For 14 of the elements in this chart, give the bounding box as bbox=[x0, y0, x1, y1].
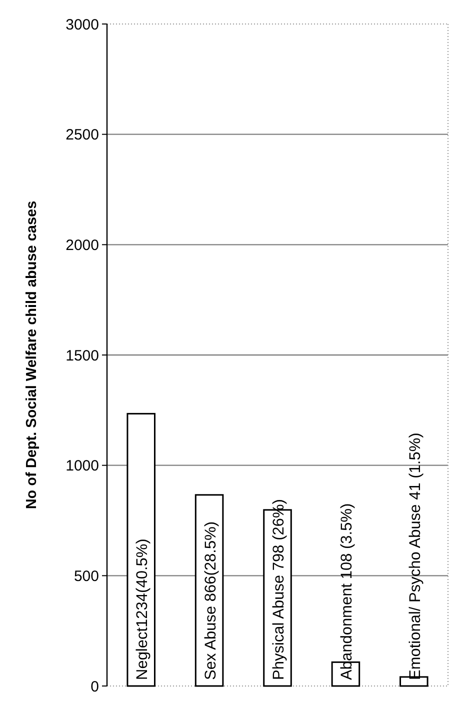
y-tick-label: 1500 bbox=[66, 347, 99, 364]
y-tick-label: 500 bbox=[74, 568, 99, 585]
bar bbox=[126, 412, 156, 687]
data-label: Physical Abuse 798 (26%) bbox=[270, 499, 288, 680]
y-tick-label: 2500 bbox=[66, 126, 99, 144]
y-tick-label: 3000 bbox=[66, 16, 99, 34]
data-label: Abandonment 108 (3.5%) bbox=[338, 503, 356, 680]
y-axis-title: No of Dept. Social Welfare child abuse cases bbox=[24, 200, 40, 510]
y-tick-label: 2000 bbox=[66, 236, 99, 254]
data-label: Emotional/ Psycho Abuse 41 (1.5%) bbox=[406, 432, 424, 680]
y-tick-label: 0 bbox=[90, 678, 99, 696]
data-label: Sex Abuse 866(28.5%) bbox=[202, 521, 220, 680]
y-tick-label: 1000 bbox=[66, 458, 99, 475]
data-label: Neglect1234(40.5%) bbox=[134, 538, 152, 680]
